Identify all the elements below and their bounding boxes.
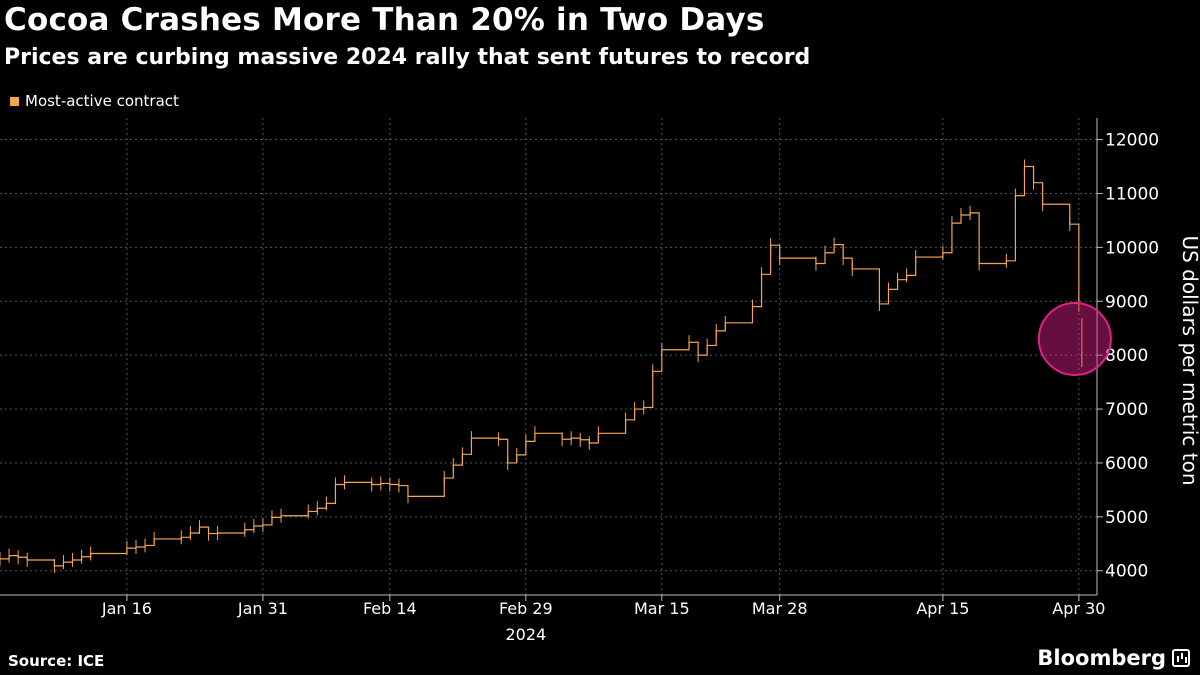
legend-label: Most-active contract bbox=[25, 92, 179, 110]
x-tick-label: Jan 31 bbox=[237, 599, 288, 618]
y-tick-label: 8000 bbox=[1105, 346, 1148, 366]
y-tick-label: 9000 bbox=[1105, 292, 1148, 312]
y-tick-label: 11000 bbox=[1105, 184, 1159, 204]
y-tick-label: 12000 bbox=[1105, 131, 1159, 151]
y-tick-label: 7000 bbox=[1105, 400, 1148, 420]
bloomberg-chart-icon bbox=[1172, 649, 1190, 667]
y-tick-label: 10000 bbox=[1105, 238, 1159, 258]
chart-title: Cocoa Crashes More Than 20% in Two Days bbox=[4, 2, 765, 38]
y-tick-label: 5000 bbox=[1105, 508, 1148, 528]
legend-swatch bbox=[10, 96, 19, 106]
y-axis-title: US dollars per metric ton bbox=[1178, 235, 1200, 485]
x-tick-label: Apr 15 bbox=[916, 599, 969, 618]
y-tick-label: 6000 bbox=[1105, 454, 1148, 474]
x-tick-label: Mar 15 bbox=[634, 599, 690, 618]
x-tick-label: Apr 30 bbox=[1052, 599, 1105, 618]
y-tick-label: 4000 bbox=[1105, 562, 1148, 582]
x-tick-label: Jan 16 bbox=[101, 599, 152, 618]
series-line bbox=[0, 165, 1080, 567]
x-tick-label: Feb 14 bbox=[363, 599, 417, 618]
legend: Most-active contract bbox=[10, 92, 179, 110]
x-tick-label: Mar 28 bbox=[752, 599, 808, 618]
brand: Bloomberg bbox=[1037, 646, 1190, 670]
source-note: Source: ICE bbox=[8, 652, 105, 670]
x-year-label: 2024 bbox=[505, 625, 546, 644]
chart-subtitle: Prices are curbing massive 2024 rally th… bbox=[4, 45, 811, 70]
highlight-circle bbox=[1037, 301, 1112, 376]
x-tick-label: Feb 29 bbox=[499, 599, 553, 618]
brand-name: Bloomberg bbox=[1037, 646, 1166, 670]
